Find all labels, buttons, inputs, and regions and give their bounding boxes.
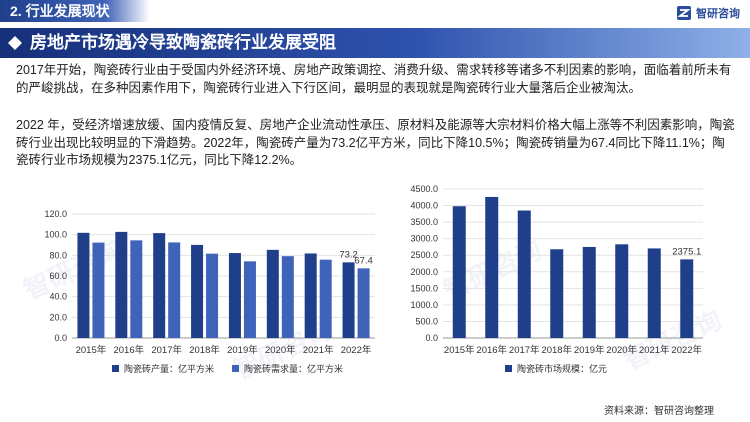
x-tick-label: 2015年 (444, 344, 475, 356)
paragraph-1: 2017年开始，陶瓷砖行业由于受国内外经济环境、房地产政策调控、消费升级、需求转… (16, 63, 732, 95)
x-tick-label: 2020年 (606, 344, 637, 356)
y-tick-label: 500.0 (415, 316, 438, 326)
x-tick-label: 2017年 (151, 344, 182, 356)
bar (168, 242, 181, 338)
data-label: 67.4 (354, 255, 373, 266)
x-tick-label: 2018年 (541, 344, 572, 356)
y-tick-label: 60.0 (49, 271, 67, 281)
y-tick-label: 2500.0 (410, 250, 438, 260)
x-tick-label: 2022年 (671, 344, 702, 356)
bar (206, 253, 219, 338)
x-tick-label: 2021年 (639, 344, 670, 356)
x-tick-label: 2018年 (189, 344, 220, 356)
y-tick-label: 1000.0 (410, 300, 438, 310)
bar (266, 249, 279, 338)
y-tick-label: 0.0 (425, 333, 438, 343)
section-title: 2. 行业发展现状 (0, 0, 150, 22)
legend-label: 陶瓷砖需求量：亿平方米 (244, 364, 344, 374)
legend-swatch (505, 365, 512, 372)
x-tick-label: 2016年 (113, 344, 144, 356)
bar (357, 268, 370, 338)
headline-bar: 房地产市场遇冷导致陶瓷砖行业发展受阻 (0, 28, 750, 58)
legend-swatch (112, 365, 119, 372)
x-tick-label: 2017年 (509, 344, 540, 356)
legend-item-market-size: 陶瓷砖市场规模：亿元 (505, 362, 607, 375)
bar (228, 253, 241, 338)
legend-swatch (232, 365, 240, 372)
top-bar: 2. 行业发展现状 智研咨询 (0, 0, 750, 26)
y-tick-label: 4500.0 (410, 184, 438, 194)
bar (153, 233, 166, 338)
bar (77, 232, 90, 338)
bar (615, 244, 629, 338)
bar (243, 261, 256, 338)
x-tick-label: 2021年 (303, 344, 334, 356)
legend-label: 陶瓷砖产量：亿平方米 (124, 364, 215, 374)
y-tick-label: 80.0 (49, 250, 67, 260)
source-note: 资料来源：智研咨询整理 (604, 406, 714, 417)
y-tick-label: 1500.0 (410, 283, 438, 293)
x-tick-label: 2022年 (341, 344, 372, 356)
legend-market-size: 陶瓷砖市场规模：亿元 (505, 362, 607, 375)
bar (582, 246, 596, 338)
bar (191, 244, 204, 338)
legend-item-production: 陶瓷砖产量：亿平方米 (112, 362, 214, 375)
bar (115, 231, 128, 338)
x-tick-label: 2019年 (227, 344, 258, 356)
bar (517, 210, 531, 338)
brand-logo-icon (677, 6, 691, 20)
bar (281, 256, 294, 338)
x-tick-label: 2016年 (476, 344, 507, 356)
data-label: 73.2 (339, 249, 358, 260)
brand: 智研咨询 (676, 4, 740, 22)
brand-name: 智研咨询 (696, 8, 740, 20)
market-size-chart: 0.0 500.0 1000.0 1500.0 2000.0 2500.0 3000.0 35… (410, 184, 703, 356)
legend-label: 陶瓷砖市场规模：亿元 (517, 364, 608, 374)
y-tick-label: 100.0 (44, 230, 67, 240)
bar (130, 240, 143, 338)
bar (550, 249, 564, 338)
paragraph-2: 2022 年，受经济增速放缓、国内疫情反复、房地产企业流动性承压、原材料及能源等… (16, 118, 735, 167)
diamond-icon (8, 36, 22, 50)
x-tick-label: 2019年 (574, 344, 605, 356)
x-tick-label: 2020年 (265, 344, 296, 356)
headline-title: 房地产市场遇冷导致陶瓷砖行业发展受阻 (30, 33, 336, 52)
production-demand-chart: 0.0 20.0 40.0 60.0 80.0 100.0 120.0 2015年 2016年 2… (44, 209, 375, 356)
y-tick-label: 0.0 (54, 333, 67, 343)
bar (319, 259, 332, 338)
legend-production-demand: 陶瓷砖产量：亿平方米 陶瓷砖需求量：亿平方米 (112, 362, 343, 375)
bar (647, 248, 661, 338)
bar (342, 262, 355, 338)
y-tick-label: 120.0 (44, 209, 67, 219)
legend-item-demand: 陶瓷砖需求量：亿平方米 (232, 362, 343, 375)
data-label: 2375.1 (672, 246, 701, 257)
y-tick-label: 4000.0 (410, 201, 438, 211)
x-tick-label: 2015年 (76, 344, 107, 356)
y-tick-label: 40.0 (49, 292, 67, 302)
bar (92, 242, 105, 338)
bar (485, 196, 499, 338)
y-tick-label: 3500.0 (410, 217, 438, 227)
y-tick-label: 3000.0 (410, 234, 438, 244)
bar (304, 253, 317, 338)
bar (452, 206, 466, 338)
bar (680, 259, 694, 338)
y-tick-label: 2000.0 (410, 267, 438, 277)
y-tick-label: 20.0 (49, 312, 67, 322)
